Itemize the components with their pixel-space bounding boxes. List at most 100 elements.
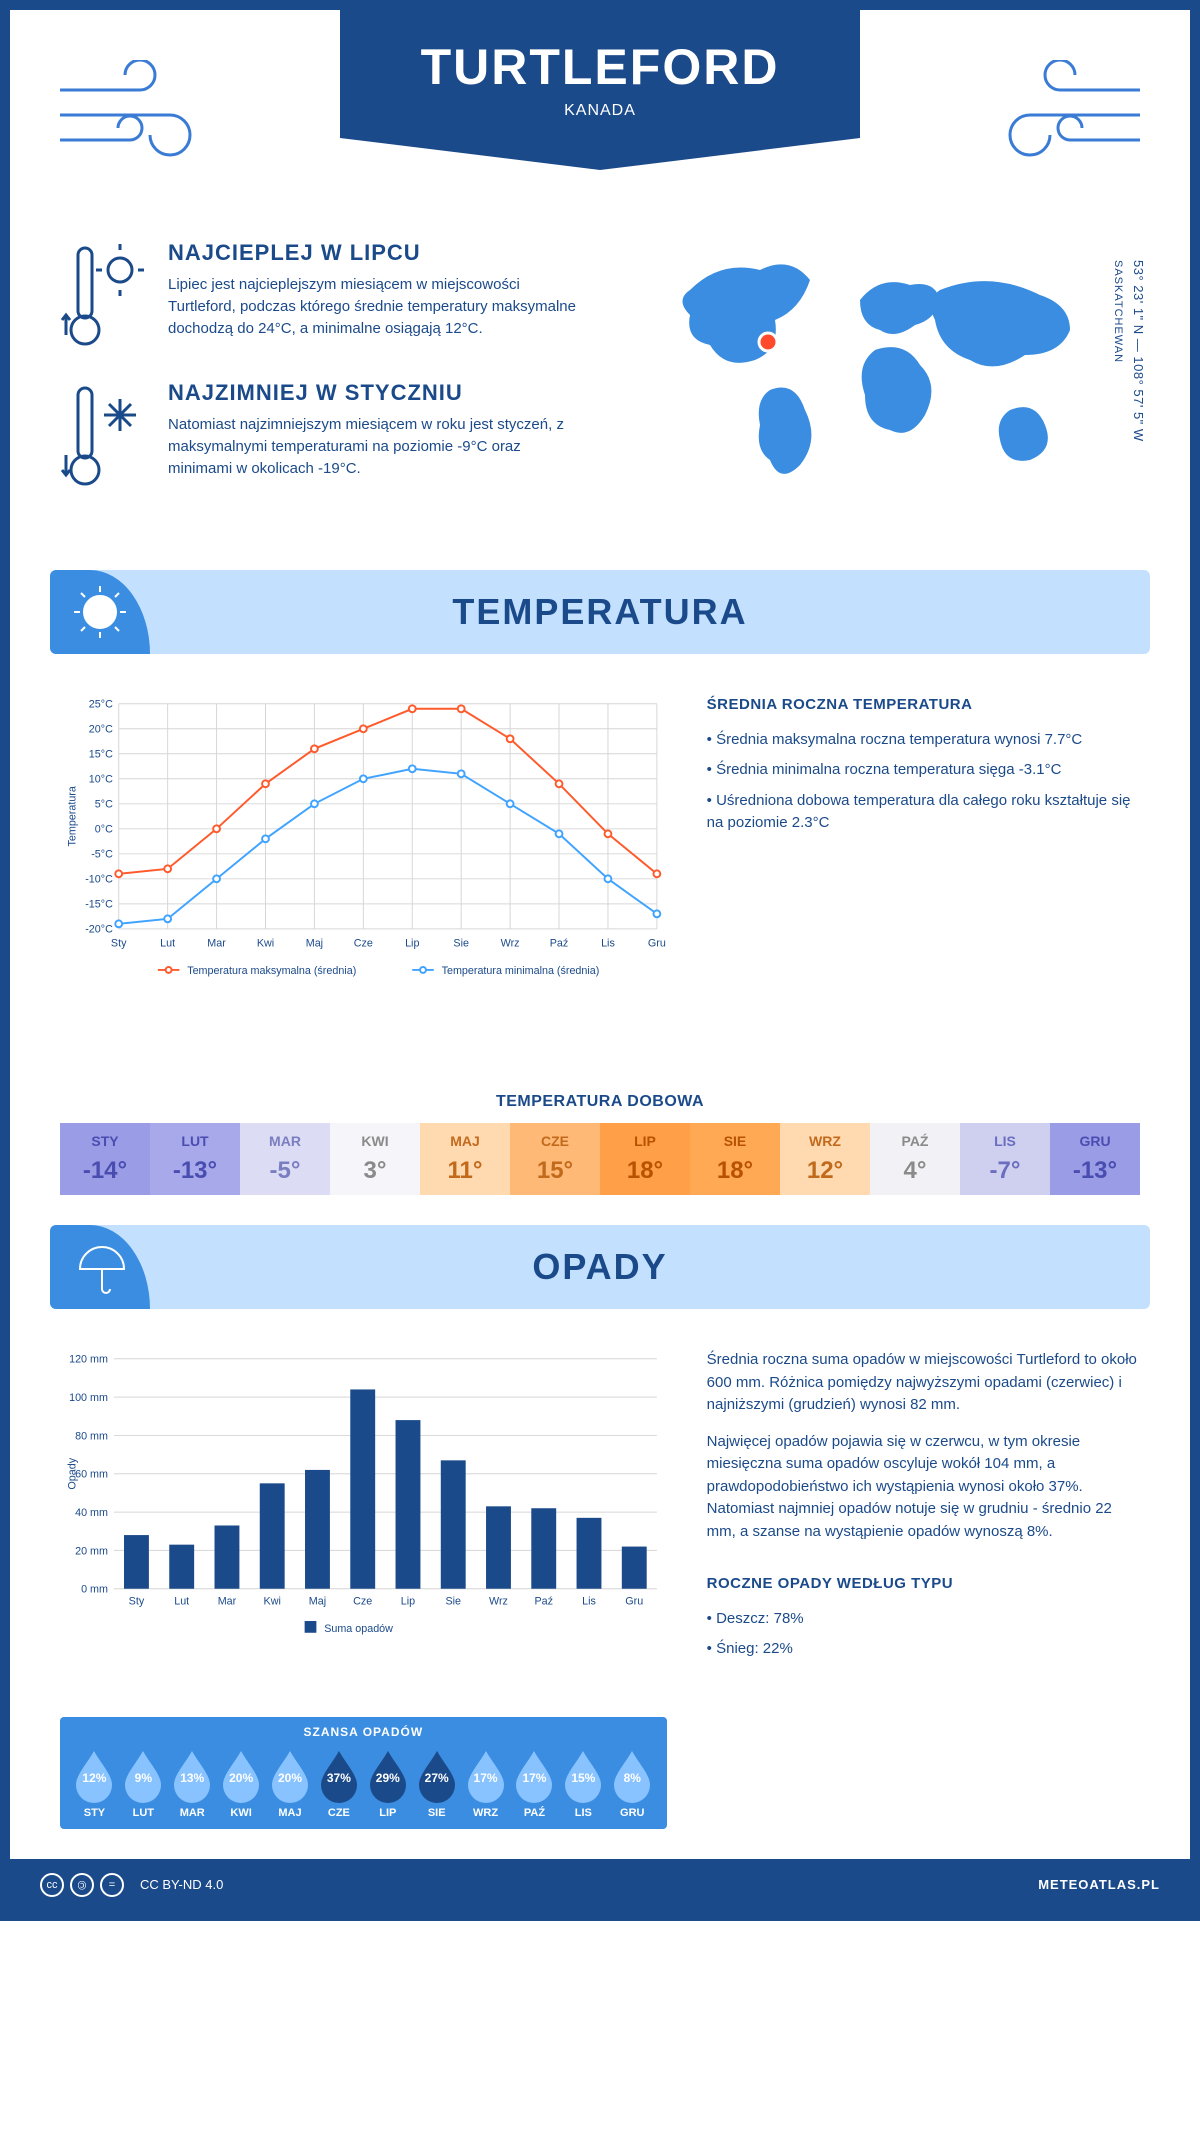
country-subtitle: KANADA bbox=[340, 102, 860, 120]
chance-drop: 13%MAR bbox=[168, 1747, 217, 1819]
chance-title: SZANSA OPADÓW bbox=[70, 1725, 657, 1739]
world-map bbox=[660, 240, 1100, 500]
footer: cc 🄯 = CC BY-ND 4.0 METEOATLAS.PL bbox=[10, 1859, 1190, 1911]
svg-text:Kwi: Kwi bbox=[264, 1596, 281, 1608]
precip-p1: Średnia roczna suma opadów w miejscowośc… bbox=[707, 1349, 1140, 1417]
daily-temp-table: STY-14°LUT-13°MAR-5°KWI3°MAJ11°CZE15°LIP… bbox=[60, 1123, 1140, 1195]
daily-temp-cell: MAR-5° bbox=[240, 1123, 330, 1195]
warmest-text: Lipiec jest najcieplejszym miesiącem w m… bbox=[168, 274, 588, 339]
coldest-text: Natomiast najzimniejszym miesiącem w rok… bbox=[168, 414, 588, 479]
daily-temp-cell: STY-14° bbox=[60, 1123, 150, 1195]
daily-temp-cell: LUT-13° bbox=[150, 1123, 240, 1195]
svg-text:20 mm: 20 mm bbox=[75, 1546, 108, 1558]
precip-bar-chart: 0 mm 20 mm 40 mm 60 mm 80 mm 100 mm 120 mm Opad… bbox=[60, 1349, 667, 1691]
daily-temp-cell: SIE18° bbox=[690, 1123, 780, 1195]
svg-text:Lis: Lis bbox=[601, 937, 615, 949]
svg-text:Lis: Lis bbox=[582, 1596, 596, 1608]
warmest-blurb: NAJCIEPLEJ W LIPCU Lipiec jest najcieple… bbox=[60, 240, 620, 350]
chance-drop: 12%STY bbox=[70, 1747, 119, 1819]
coldest-title: NAJZIMNIEJ W STYCZNIU bbox=[168, 380, 588, 406]
svg-text:0°C: 0°C bbox=[95, 824, 113, 836]
bytype-bullet: • Śnieg: 22% bbox=[707, 1638, 1140, 1661]
daily-temp-cell: LIS-7° bbox=[960, 1123, 1050, 1195]
svg-text:Mar: Mar bbox=[218, 1596, 237, 1608]
svg-text:Gru: Gru bbox=[648, 937, 666, 949]
svg-text:Suma opadów: Suma opadów bbox=[324, 1623, 393, 1635]
svg-text:-10°C: -10°C bbox=[85, 874, 113, 886]
svg-text:Sie: Sie bbox=[453, 937, 469, 949]
chance-drop: 17%PAŹ bbox=[510, 1747, 559, 1819]
thermometer-cold-icon bbox=[60, 380, 150, 490]
annual-bullet: • Średnia minimalna roczna temperatura s… bbox=[707, 759, 1140, 782]
temperature-heading: TEMPERATURA bbox=[150, 591, 1150, 633]
temperature-section-header: TEMPERATURA bbox=[50, 570, 1150, 654]
svg-text:Cze: Cze bbox=[354, 937, 373, 949]
precip-chart-column: 0 mm 20 mm 40 mm 60 mm 80 mm 100 mm 120 mm Opad… bbox=[60, 1349, 667, 1828]
svg-text:40 mm: 40 mm bbox=[75, 1507, 108, 1519]
header-banner: TURTLEFORD KANADA bbox=[10, 10, 1190, 210]
precip-text-column: Średnia roczna suma opadów w miejscowośc… bbox=[707, 1349, 1140, 1828]
intro-text-column: NAJCIEPLEJ W LIPCU Lipiec jest najcieple… bbox=[60, 240, 620, 520]
svg-text:Cze: Cze bbox=[353, 1596, 372, 1608]
umbrella-icon bbox=[50, 1225, 150, 1309]
map-column: SASKATCHEWAN 53° 23' 1" N — 108° 57' 5" … bbox=[660, 240, 1140, 520]
chance-drop: 15%LIS bbox=[559, 1747, 608, 1819]
svg-text:Temperatura minimalna (średnia: Temperatura minimalna (średnia) bbox=[442, 965, 600, 977]
svg-text:-5°C: -5°C bbox=[91, 849, 113, 861]
wind-icon bbox=[50, 60, 230, 170]
svg-text:Lut: Lut bbox=[174, 1596, 189, 1608]
svg-text:Maj: Maj bbox=[309, 1596, 326, 1608]
temperature-body: -20°C-15°C-10°C-5°C0°C5°C10°C15°C20°C25°… bbox=[10, 664, 1190, 1081]
annual-temp-title: ŚREDNIA ROCZNA TEMPERATURA bbox=[707, 694, 1140, 717]
chance-drop: 20%MAJ bbox=[266, 1747, 315, 1819]
svg-text:Mar: Mar bbox=[207, 937, 226, 949]
title-ribbon: TURTLEFORD KANADA bbox=[340, 10, 860, 170]
chance-drop: 27%SIE bbox=[412, 1747, 461, 1819]
svg-text:5°C: 5°C bbox=[95, 799, 113, 811]
sun-icon bbox=[50, 570, 150, 654]
svg-text:Sie: Sie bbox=[445, 1596, 461, 1608]
daily-temp-cell: GRU-13° bbox=[1050, 1123, 1140, 1195]
svg-text:Paź: Paź bbox=[550, 937, 569, 949]
nd-icon: = bbox=[100, 1873, 124, 1897]
cc-icon: cc bbox=[40, 1873, 64, 1897]
daily-temp-cell: KWI3° bbox=[330, 1123, 420, 1195]
svg-text:Maj: Maj bbox=[306, 937, 323, 949]
svg-text:Temperatura maksymalna (średni: Temperatura maksymalna (średnia) bbox=[187, 965, 356, 977]
annual-bullet: • Średnia maksymalna roczna temperatura … bbox=[707, 729, 1140, 752]
precip-body: 0 mm 20 mm 40 mm 60 mm 80 mm 100 mm 120 mm Opad… bbox=[10, 1319, 1190, 1858]
temperature-chart: -20°C-15°C-10°C-5°C0°C5°C10°C15°C20°C25°… bbox=[60, 694, 667, 1051]
svg-text:Sty: Sty bbox=[111, 937, 127, 949]
svg-text:Kwi: Kwi bbox=[257, 937, 274, 949]
svg-text:0 mm: 0 mm bbox=[81, 1584, 108, 1596]
temperature-annual-text: ŚREDNIA ROCZNA TEMPERATURA • Średnia mak… bbox=[707, 694, 1140, 1051]
svg-text:60 mm: 60 mm bbox=[75, 1469, 108, 1481]
svg-text:Paź: Paź bbox=[534, 1596, 553, 1608]
daily-temp-cell: WRZ12° bbox=[780, 1123, 870, 1195]
region-label: SASKATCHEWAN bbox=[1112, 260, 1124, 363]
svg-text:80 mm: 80 mm bbox=[75, 1431, 108, 1443]
svg-text:10°C: 10°C bbox=[89, 774, 113, 786]
precip-p2: Najwięcej opadów pojawia się w czerwcu, … bbox=[707, 1431, 1140, 1544]
annual-bullet: • Uśredniona dobowa temperatura dla całe… bbox=[707, 790, 1140, 835]
daily-temp-cell: PAŹ4° bbox=[870, 1123, 960, 1195]
svg-text:Opady: Opady bbox=[67, 1458, 79, 1490]
svg-text:Wrz: Wrz bbox=[489, 1596, 508, 1608]
daily-temp-cell: MAJ11° bbox=[420, 1123, 510, 1195]
svg-text:Lut: Lut bbox=[160, 937, 175, 949]
svg-text:20°C: 20°C bbox=[89, 724, 113, 736]
by-icon: 🄯 bbox=[70, 1873, 94, 1897]
svg-text:120 mm: 120 mm bbox=[69, 1354, 108, 1366]
bytype-bullet: • Deszcz: 78% bbox=[707, 1608, 1140, 1631]
chance-drop: 29%LIP bbox=[363, 1747, 412, 1819]
precip-section-header: OPADY bbox=[50, 1225, 1150, 1309]
chance-drop: 17%WRZ bbox=[461, 1747, 510, 1819]
chance-drop: 20%KWI bbox=[217, 1747, 266, 1819]
svg-text:-20°C: -20°C bbox=[85, 924, 113, 936]
svg-text:100 mm: 100 mm bbox=[69, 1392, 108, 1404]
license-text: CC BY-ND 4.0 bbox=[140, 1877, 223, 1892]
svg-text:Lip: Lip bbox=[405, 937, 419, 949]
svg-text:15°C: 15°C bbox=[89, 749, 113, 761]
by-type-title: ROCZNE OPADY WEDŁUG TYPU bbox=[707, 1573, 1140, 1596]
thermometer-hot-icon bbox=[60, 240, 150, 350]
